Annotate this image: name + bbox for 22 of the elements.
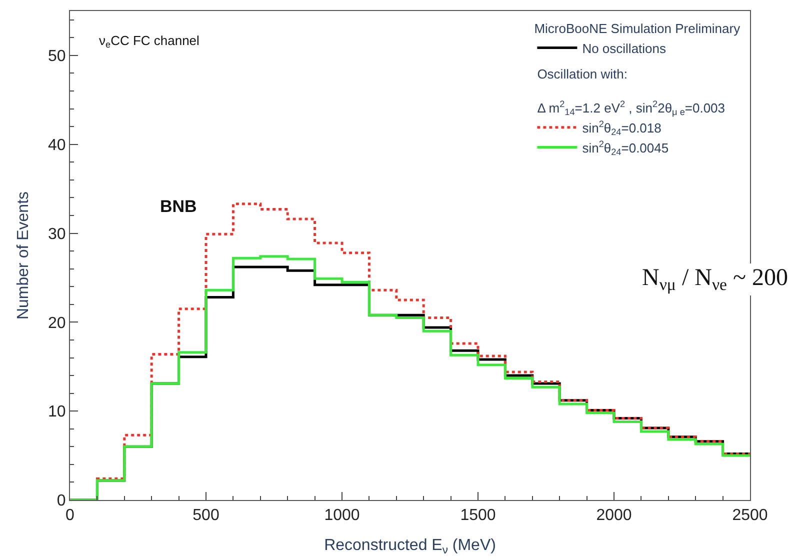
annotation: Oscillation with: bbox=[537, 66, 628, 82]
y-tick-label: 50 bbox=[48, 48, 66, 66]
y-tick-label: 30 bbox=[48, 226, 66, 243]
text: Δ m$^{2}$$_{14}$=1.2 eV$^{2}$ , sin$^{2}$2θ$_{μ e}$=0.003 bbox=[537, 99, 726, 118]
annotation: ν$_{e}$CC FC channel bbox=[99, 33, 200, 50]
legend-label: sin$^{2}$θ$_{24}$=0.0045 bbox=[582, 138, 669, 158]
x-axis-title: Reconstructed E$_{ν}$ (MeV) bbox=[324, 536, 496, 556]
x-tick-label: 2500 bbox=[732, 507, 768, 524]
x-tick-label: 1500 bbox=[460, 507, 496, 524]
annotation: N$_{νμ}$ / N$_{νe}$ ~ 200 bbox=[642, 265, 788, 294]
legend-title: MicroBooNE Simulation Preliminary bbox=[534, 20, 741, 36]
y-tick-label: 10 bbox=[48, 404, 66, 421]
legend-label: sin$^{2}$θ$_{24}$=0.018 bbox=[582, 118, 662, 138]
y-tick-label: 20 bbox=[48, 314, 66, 332]
y-axis-title: Number of Events bbox=[14, 191, 32, 320]
x-tick-label: 500 bbox=[192, 507, 220, 524]
x-tick-label: 1000 bbox=[324, 507, 360, 524]
annotation: BNB bbox=[160, 197, 197, 216]
x-tick-label: 2000 bbox=[596, 507, 632, 524]
y-tick-label: 40 bbox=[48, 136, 66, 154]
y-tick-label: 0 bbox=[56, 492, 66, 510]
legend-label: No oscillations bbox=[582, 40, 667, 56]
